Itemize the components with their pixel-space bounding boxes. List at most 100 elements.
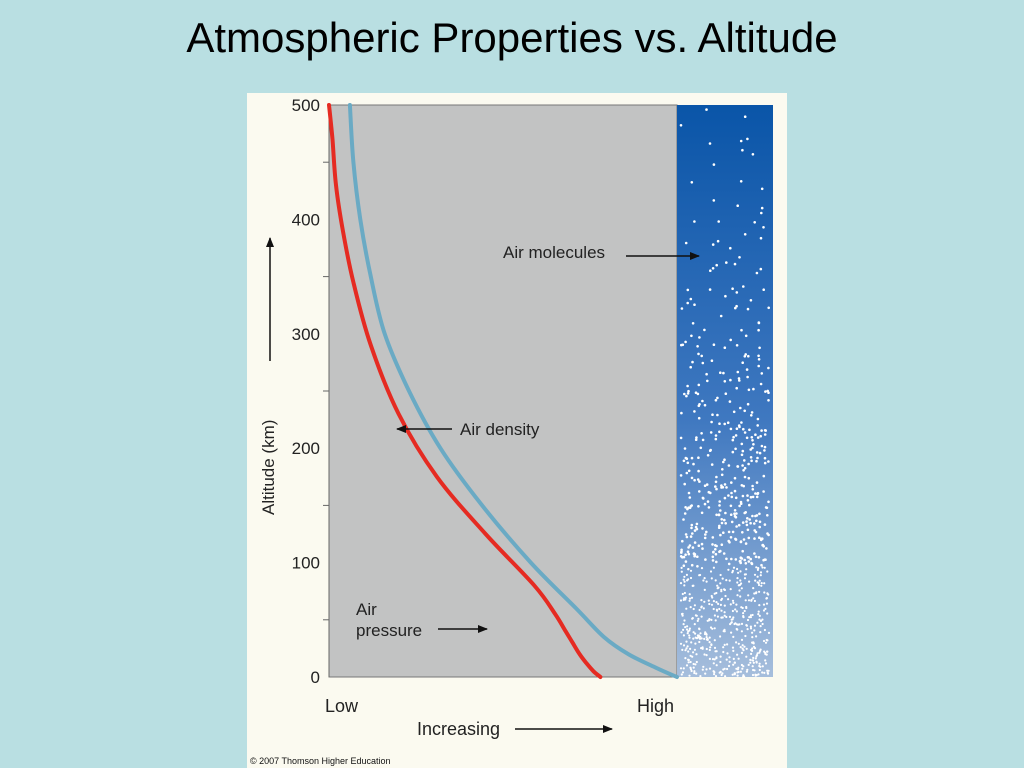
molecule-dot	[700, 511, 704, 515]
molecule-dot	[711, 536, 715, 539]
molecule-dot	[755, 660, 758, 663]
molecule-dot	[743, 355, 747, 358]
molecule-dot	[696, 634, 699, 637]
molecule-dot	[727, 530, 731, 534]
molecule-dot	[752, 387, 755, 391]
molecule-dot	[737, 377, 741, 380]
molecule-dot	[686, 461, 690, 465]
molecule-dot	[755, 591, 758, 594]
molecule-dot	[732, 649, 735, 653]
molecule-dot	[697, 456, 700, 460]
molecule-dot	[729, 513, 733, 516]
molecule-dot	[755, 451, 759, 454]
molecule-dot	[693, 529, 697, 532]
molecule-dot	[732, 663, 735, 666]
molecule-dot	[709, 491, 712, 495]
molecule-dot	[757, 613, 760, 616]
molecule-dot	[682, 634, 685, 637]
molecule-dot	[745, 520, 748, 523]
molecule-dot	[693, 648, 696, 651]
molecule-dot	[705, 654, 708, 657]
annotation-air-molecules: Air molecules	[503, 243, 605, 262]
molecule-dot	[687, 630, 690, 633]
molecule-dot	[742, 612, 745, 615]
chart-figure: 0 100 200 300 400 500 Altitude (km) Low High …	[247, 93, 787, 768]
molecule-dot	[683, 591, 686, 595]
molecule-dot	[700, 567, 704, 570]
molecule-dot	[737, 666, 740, 669]
molecule-dot	[751, 649, 754, 653]
molecule-dot	[703, 536, 707, 540]
molecule-dot	[746, 499, 750, 502]
molecule-dot	[727, 494, 730, 497]
molecule-dot	[690, 641, 693, 644]
molecule-dot	[692, 662, 695, 666]
molecule-dot	[749, 661, 752, 664]
molecule-dot	[682, 628, 685, 632]
molecule-dot	[690, 181, 694, 184]
molecule-dot	[700, 605, 703, 608]
molecule-dot	[683, 512, 687, 515]
molecule-dot	[725, 579, 728, 582]
molecule-dot	[754, 530, 758, 534]
molecule-dot	[728, 615, 732, 619]
molecule-dot	[681, 671, 685, 674]
molecule-dot	[717, 602, 720, 605]
molecule-dot	[713, 614, 716, 617]
molecule-dot	[742, 469, 745, 472]
molecule-dot	[763, 566, 766, 569]
molecule-dot	[715, 475, 718, 479]
molecule-dot	[751, 153, 755, 156]
molecule-dot	[746, 517, 749, 520]
molecule-dot	[755, 519, 758, 523]
molecule-dot	[710, 420, 713, 424]
molecule-dot	[680, 570, 683, 573]
molecule-dot	[696, 565, 699, 568]
molecule-dot	[752, 645, 756, 648]
molecule-dot	[713, 592, 716, 595]
molecule-dot	[690, 523, 694, 527]
molecule-dot	[723, 643, 726, 647]
molecule-dot	[737, 523, 741, 527]
molecule-dot	[745, 523, 749, 527]
molecule-dot	[680, 631, 683, 634]
molecule-dot	[755, 566, 758, 569]
molecule-dot	[699, 635, 702, 638]
molecule-dot	[760, 187, 764, 191]
molecule-dot	[691, 617, 694, 620]
molecule-dot	[700, 542, 704, 546]
molecule-dot	[704, 672, 707, 675]
molecule-dot	[762, 609, 766, 612]
molecule-dot	[693, 670, 696, 673]
molecule-dot	[767, 391, 770, 395]
molecule-dot	[723, 611, 726, 614]
molecule-dot	[687, 568, 690, 571]
molecule-dot	[684, 626, 687, 629]
molecule-dot	[685, 647, 688, 650]
molecule-dot	[703, 600, 706, 603]
molecule-dot	[690, 476, 694, 480]
molecule-dot	[759, 665, 762, 668]
molecule-dot	[763, 628, 767, 632]
molecule-dot	[720, 484, 723, 487]
molecule-dot	[722, 646, 725, 649]
molecule-dot	[764, 607, 767, 611]
molecule-dot	[711, 543, 714, 546]
molecule-dot	[683, 482, 686, 486]
molecule-dot	[741, 531, 744, 534]
molecule-dot	[682, 459, 686, 463]
molecule-dot	[742, 285, 745, 288]
molecule-dot	[758, 536, 761, 539]
molecule-dot	[748, 580, 751, 583]
molecule-dot	[741, 449, 745, 453]
molecule-dot	[758, 451, 762, 455]
molecule-dot	[719, 603, 722, 606]
molecule-dot	[714, 552, 718, 556]
molecule-dot	[730, 520, 734, 524]
molecule-dot	[723, 518, 726, 522]
molecule-dot	[733, 262, 737, 266]
molecule-dot	[723, 422, 726, 426]
molecule-dot	[747, 354, 750, 358]
molecule-dot	[762, 490, 765, 493]
molecule-dot	[730, 631, 733, 634]
